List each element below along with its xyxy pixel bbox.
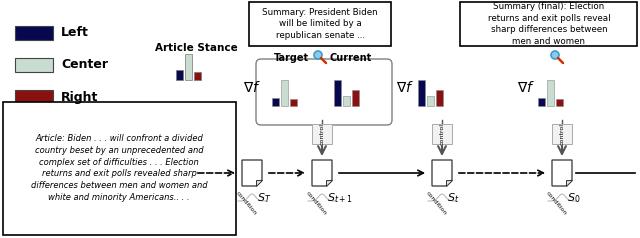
Text: Center: Center <box>61 59 108 71</box>
Bar <box>185 54 192 80</box>
Bar <box>15 26 53 40</box>
Text: Article Stance: Article Stance <box>155 43 237 53</box>
Text: Current: Current <box>330 53 372 63</box>
Bar <box>15 58 53 72</box>
Text: $\nabla f$: $\nabla f$ <box>396 80 414 95</box>
Polygon shape <box>242 160 262 186</box>
Bar <box>556 99 563 106</box>
Text: control: control <box>440 123 445 145</box>
Text: Target: Target <box>273 53 308 63</box>
Text: condition: condition <box>545 190 567 216</box>
Bar <box>436 90 443 106</box>
FancyBboxPatch shape <box>432 124 452 144</box>
Bar <box>15 90 53 104</box>
Polygon shape <box>256 180 262 186</box>
Polygon shape <box>446 180 452 186</box>
Bar <box>418 80 425 106</box>
Bar <box>3 102 236 235</box>
Bar <box>343 96 350 106</box>
Text: $S_{t+1}$: $S_{t+1}$ <box>327 191 353 205</box>
Bar <box>281 80 288 106</box>
Text: condition: condition <box>425 190 447 216</box>
Bar <box>538 98 545 106</box>
Bar <box>194 72 201 80</box>
Text: condition: condition <box>305 190 327 216</box>
Polygon shape <box>566 180 572 186</box>
Text: control: control <box>559 123 564 145</box>
FancyBboxPatch shape <box>552 124 572 144</box>
Polygon shape <box>326 180 332 186</box>
Text: $S_T$: $S_T$ <box>257 191 271 205</box>
Circle shape <box>551 51 559 59</box>
Bar <box>249 2 391 46</box>
Text: $S_0$: $S_0$ <box>567 191 580 205</box>
Text: Right: Right <box>61 90 99 104</box>
Bar <box>334 80 341 106</box>
Text: $\nabla f$: $\nabla f$ <box>243 80 261 95</box>
Bar <box>176 70 183 80</box>
Text: Summary: President Biden
will be limited by a
republican senate ...: Summary: President Biden will be limited… <box>262 8 378 40</box>
FancyBboxPatch shape <box>312 124 332 144</box>
Polygon shape <box>312 160 332 186</box>
Bar <box>352 90 359 106</box>
Text: condition: condition <box>235 190 257 216</box>
Text: Left: Left <box>61 26 89 40</box>
Text: Summary (final): Election
returns and exit polls reveal
sharp differences betwee: Summary (final): Election returns and ex… <box>488 2 611 46</box>
Text: $\nabla f$: $\nabla f$ <box>517 80 535 95</box>
Text: Article: Biden . . . will confront a divided
country beset by an unprecedented a: Article: Biden . . . will confront a div… <box>31 134 207 202</box>
Bar <box>547 80 554 106</box>
Bar <box>460 2 637 46</box>
Polygon shape <box>432 160 452 186</box>
Bar <box>427 96 434 106</box>
Bar <box>290 99 297 106</box>
Polygon shape <box>552 160 572 186</box>
Text: $S_t$: $S_t$ <box>447 191 460 205</box>
Text: control: control <box>319 123 324 145</box>
Bar <box>272 98 279 106</box>
Circle shape <box>314 51 322 59</box>
